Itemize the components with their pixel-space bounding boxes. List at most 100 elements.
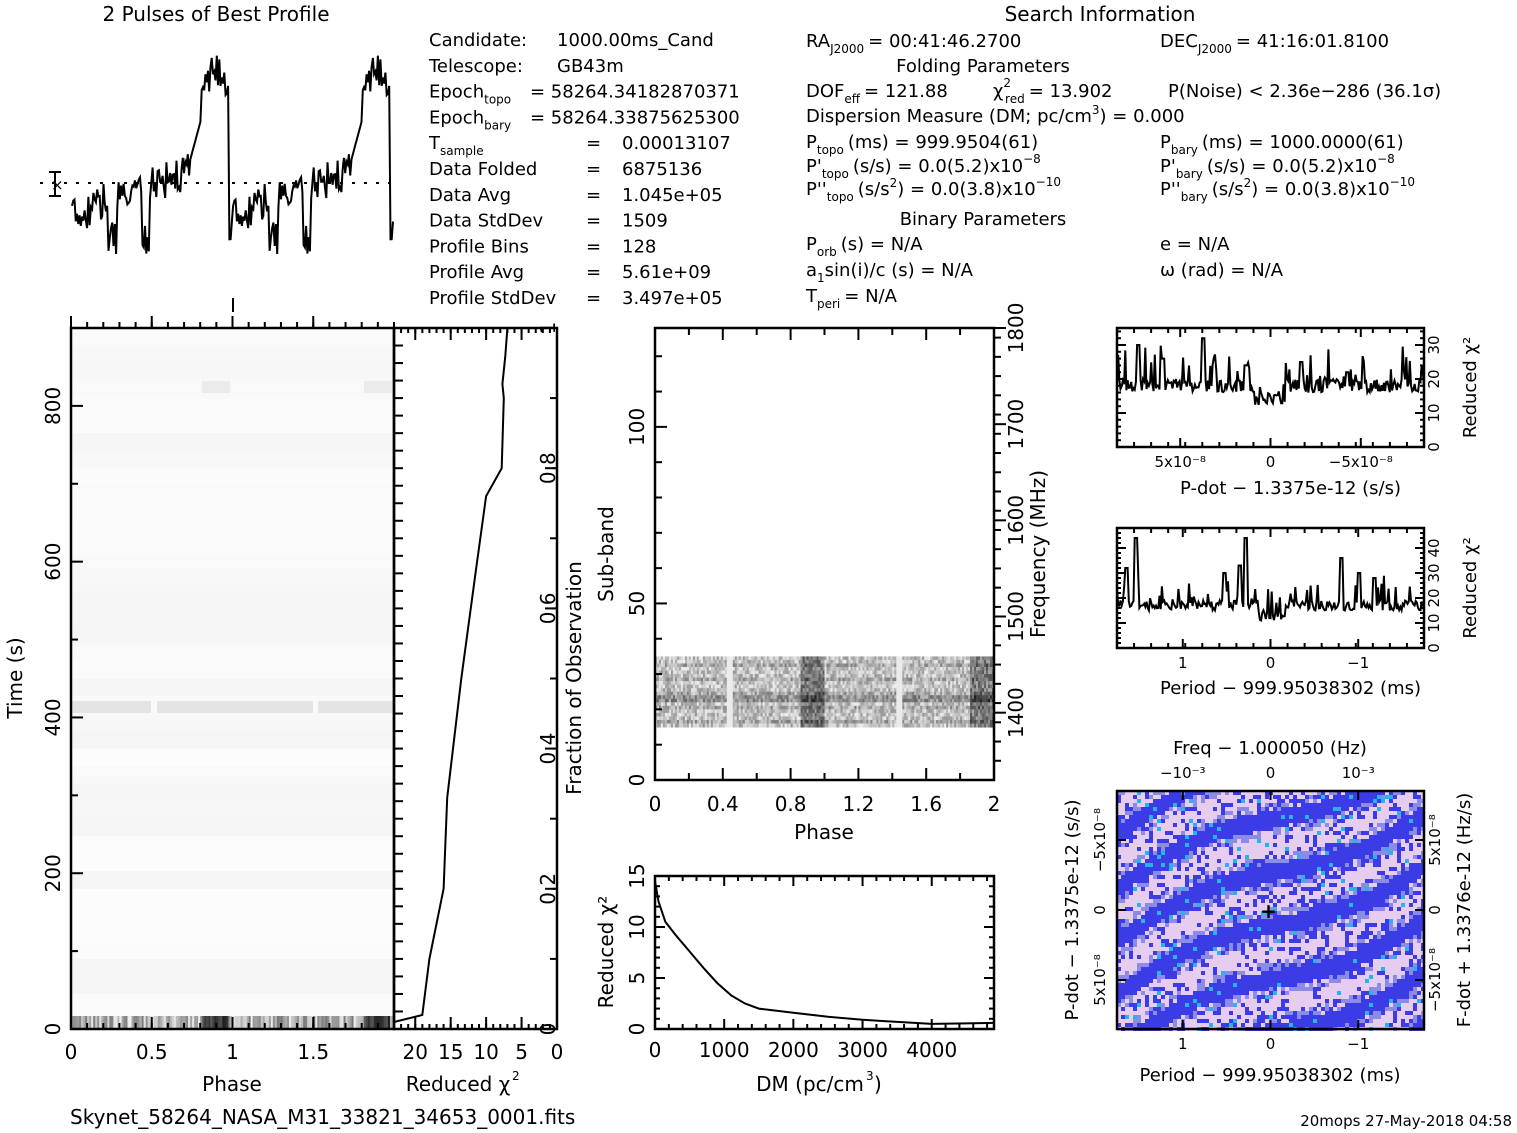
heatmap-cell (1201, 827, 1205, 831)
heatmap-cell (908, 674, 911, 679)
heatmap-cell (1313, 791, 1317, 795)
heatmap-cell (800, 709, 804, 714)
heatmap-cell (864, 674, 867, 679)
heatmap-cell (712, 681, 716, 686)
heatmap-cell (125, 1016, 128, 1029)
heatmap-cell (746, 695, 750, 700)
heatmap-cell (1241, 803, 1245, 807)
heatmap-cell (908, 681, 911, 686)
heatmap-cell (1257, 827, 1261, 831)
heatmap-row (71, 906, 394, 925)
heatmap-cell (1189, 819, 1193, 823)
heatmap-cell (986, 691, 989, 696)
heatmap-cell (906, 670, 909, 675)
heatmap-cell (986, 723, 989, 728)
heatmap-cell (930, 695, 933, 700)
heatmap-cell (754, 667, 758, 672)
heatmap-cell (936, 702, 939, 707)
heatmap-cell (1273, 819, 1277, 823)
heatmap-cell (1225, 795, 1229, 799)
heatmap-cell (792, 723, 796, 728)
heatmap-cell (812, 712, 816, 717)
heatmap-cell (876, 719, 879, 724)
heatmap-cell (658, 667, 662, 672)
heatmap-cell (908, 677, 911, 682)
heatmap-cell (980, 695, 983, 700)
heatmap-cell (956, 674, 959, 679)
heatmap-cell (1245, 823, 1249, 827)
heatmap-cell (988, 663, 991, 668)
heatmap-cell (814, 723, 818, 728)
heatmap-cell (942, 684, 945, 689)
heatmap-cell (1249, 823, 1253, 827)
heatmap-cell (1201, 791, 1205, 795)
heatmap-cell (840, 723, 843, 728)
heatmap-cell (726, 709, 730, 714)
heatmap-cell (824, 670, 827, 675)
heatmap-cell (1289, 823, 1293, 827)
heatmap-cell (854, 656, 857, 661)
heatmap-cell (958, 656, 961, 661)
heatmap-cell (762, 674, 766, 679)
heatmap-cell (1129, 791, 1133, 795)
heatmap-cell (716, 688, 720, 693)
heatmap-cell (686, 670, 690, 675)
heatmap-cell (974, 702, 977, 707)
x-tick-label: 2 (988, 792, 1001, 816)
heatmap-cell (282, 1016, 286, 1029)
heatmap-cell (948, 674, 951, 679)
heatmap-cell (726, 663, 730, 668)
heatmap-cell (804, 681, 808, 686)
heatmap-cell (932, 677, 935, 682)
heatmap-cell (1321, 819, 1325, 823)
heatmap-cell (944, 719, 947, 724)
heatmap-cell (862, 716, 865, 721)
heatmap-cell (986, 659, 989, 664)
heatmap-cell (898, 663, 901, 668)
heatmap-cell (982, 674, 985, 679)
heatmap-cell (301, 1016, 304, 1029)
heatmap-cell (956, 705, 959, 710)
heatmap-cell (914, 723, 917, 728)
heatmap-cell (894, 656, 897, 661)
heatmap-cell (974, 691, 977, 696)
heatmap-cell (702, 719, 706, 724)
heatmap-cell (772, 709, 776, 714)
heatmap-cell (808, 705, 812, 710)
heatmap-cell (730, 681, 734, 686)
heatmap-cell (980, 723, 983, 728)
heatmap-cell (724, 684, 728, 689)
heatmap-cell (902, 674, 905, 679)
x-tick-label: 20 (403, 1040, 428, 1064)
heatmap-cell (1381, 815, 1385, 819)
heatmap-cell (970, 656, 973, 661)
heatmap-cell (1277, 791, 1281, 795)
heatmap-cell (750, 719, 754, 724)
heatmap-cell (924, 705, 927, 710)
heatmap-cell (900, 702, 903, 707)
heatmap-cell (936, 667, 939, 672)
heatmap-cell (1261, 811, 1265, 815)
heatmap-cell (876, 681, 879, 686)
heatmap-cell (1133, 811, 1137, 815)
heatmap-cell (834, 667, 837, 672)
heatmap-cell (886, 670, 889, 675)
heatmap-cell (988, 674, 991, 679)
pdot-bary-field: P'bary (s/s) = 0.0(5.2)x10−8 (1160, 152, 1395, 181)
heatmap-cell (874, 698, 877, 703)
heatmap-cell (982, 702, 985, 707)
heatmap-cell (1329, 795, 1333, 799)
heatmap-cell (706, 698, 710, 703)
heatmap-cell (1273, 827, 1277, 831)
heatmap-cell (822, 674, 825, 679)
heatmap-cell (914, 716, 917, 721)
heatmap-cell (706, 688, 710, 693)
heatmap-cell (800, 684, 804, 689)
heatmap-cell (884, 677, 887, 682)
heatmap-cell (1329, 819, 1333, 823)
heatmap-cell (740, 698, 744, 703)
heatmap-cell (948, 684, 951, 689)
heatmap-cell (1373, 799, 1377, 803)
heatmap-cell (710, 684, 714, 689)
heatmap-cell (748, 667, 752, 672)
